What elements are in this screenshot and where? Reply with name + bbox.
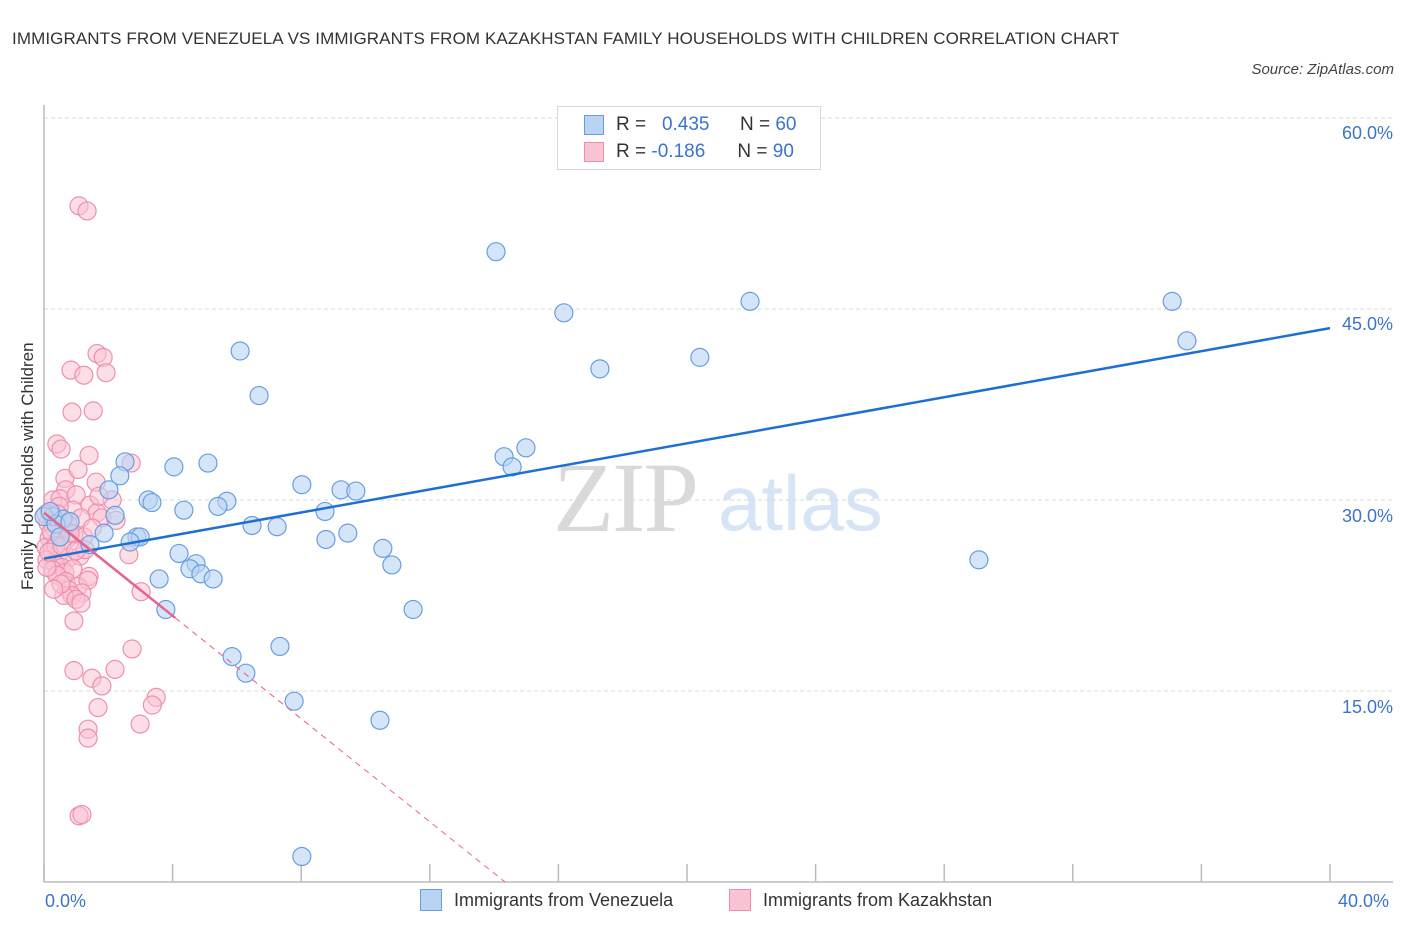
n-label: N = — [737, 141, 768, 162]
legend-item-kazakhstan[interactable]: Immigrants from Kazakhstan — [729, 889, 992, 911]
kazakhstan-point — [78, 728, 98, 748]
kazakhstan-point — [62, 402, 82, 422]
venezuela-point — [1162, 291, 1182, 311]
venezuela-point — [149, 569, 169, 589]
legend-label: Immigrants from Kazakhstan — [763, 889, 993, 910]
venezuela-point — [203, 569, 223, 589]
venezuela-point — [1177, 331, 1197, 351]
r-label: R = — [616, 114, 647, 135]
venezuela-point — [486, 242, 506, 262]
venezuela-point — [142, 492, 162, 513]
venezuela-point — [382, 555, 402, 575]
venezuela-swatch-icon — [420, 889, 442, 911]
venezuela-point — [222, 647, 242, 667]
kazakhstan-point — [51, 439, 71, 459]
kazakhstan-point — [64, 611, 84, 631]
n-value: 90 — [772, 141, 794, 162]
chart-title: IMMIGRANTS FROM VENEZUELA VS IMMIGRANTS … — [12, 29, 1120, 48]
kazakhstan-swatch-icon — [729, 889, 751, 911]
y-tick-15: 15.0% — [1341, 697, 1393, 717]
n-label: N = — [739, 114, 771, 135]
venezuela-point — [60, 512, 80, 532]
venezuela-point — [267, 517, 287, 537]
venezuela-point — [236, 663, 256, 683]
venezuela-point — [516, 438, 536, 458]
venezuela-point — [403, 599, 423, 620]
venezuela-swatch-icon — [584, 115, 604, 135]
kazakhstan-point — [88, 697, 108, 718]
legend-item-venezuela[interactable]: Immigrants from Venezuela — [420, 889, 673, 911]
venezuela-point — [208, 496, 228, 516]
venezuela-point — [346, 481, 366, 501]
venezuela-point — [94, 523, 114, 543]
venezuela-point — [169, 543, 189, 564]
venezuela-point — [370, 710, 390, 730]
kazakhstan-point — [92, 676, 112, 696]
kazakhstan-point — [105, 659, 125, 679]
watermark-atlas: atlas — [718, 459, 883, 547]
kazakhstan-point — [83, 401, 103, 421]
venezuela-point — [590, 359, 610, 379]
venezuela-point — [740, 291, 760, 311]
venezuela-point — [338, 523, 358, 543]
kazakhstan-point — [64, 661, 84, 681]
venezuela-point — [969, 550, 989, 570]
venezuela-point — [50, 527, 70, 547]
venezuela-point — [292, 846, 312, 867]
y-tick-60: 60.0% — [1341, 123, 1393, 143]
kazakhstan-trend-extension — [174, 617, 506, 883]
venezuela-point — [105, 505, 125, 525]
kazakhstan-point — [44, 579, 64, 599]
kazakhstan-point — [130, 714, 150, 734]
venezuela-point — [270, 636, 290, 657]
kazakhstan-trend-line — [43, 511, 176, 619]
r-label: R = — [616, 141, 647, 162]
n-value: 60 — [775, 114, 797, 135]
legend-row-kazakhstan: R = -0.186 N = 90 — [584, 139, 794, 165]
legend-row-venezuela: R = 0.435 N = 60 — [584, 112, 796, 138]
venezuela-point — [198, 453, 218, 473]
venezuela-point — [110, 466, 130, 486]
y-axis-label: Family Households with Children — [18, 342, 37, 590]
venezuela-point — [373, 538, 393, 558]
venezuela-point — [174, 500, 194, 520]
r-value: -0.186 — [651, 141, 706, 162]
venezuela-point — [315, 501, 335, 522]
y-tick-45: 45.0% — [1341, 314, 1393, 334]
kazakhstan-point — [77, 201, 97, 221]
source-label: Source: ZipAtlas.com — [1251, 61, 1394, 78]
y-tick-30: 30.0% — [1341, 506, 1393, 526]
kazakhstan-point — [71, 593, 91, 613]
venezuela-point — [554, 303, 574, 323]
kazakhstan-point — [72, 804, 92, 825]
watermark-zip: ZIP — [553, 442, 699, 553]
x-tick-max: 40.0% — [1338, 891, 1390, 911]
venezuela-point — [292, 475, 312, 495]
correlation-legend: R = 0.435 N = 60 R = -0.186 N = 90 — [557, 106, 821, 170]
x-tick-min: 0.0% — [45, 891, 87, 911]
kazakhstan-swatch-icon — [584, 142, 604, 162]
venezuela-point — [99, 480, 119, 500]
venezuela-point — [230, 341, 250, 361]
venezuela-point — [164, 457, 184, 477]
kazakhstan-point — [142, 695, 162, 715]
kazakhstan-point — [122, 639, 142, 659]
venezuela-trend-line — [43, 326, 1331, 560]
venezuela-point — [249, 385, 269, 406]
venezuela-point — [316, 529, 336, 550]
kazakhstan-point — [96, 363, 116, 383]
venezuela-point — [690, 347, 710, 367]
legend-label: Immigrants from Venezuela — [454, 889, 674, 910]
kazakhstan-point — [79, 445, 99, 466]
kazakhstan-point — [68, 459, 88, 480]
kazakhstan-point — [74, 365, 94, 385]
r-value: 0.435 — [661, 114, 710, 135]
venezuela-point — [284, 691, 304, 711]
venezuela-point — [40, 501, 60, 522]
